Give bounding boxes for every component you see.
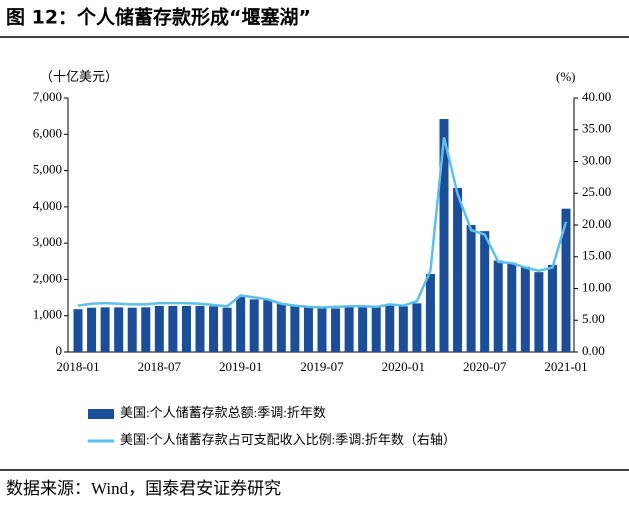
- y2-tick-label: 35.00: [582, 121, 611, 136]
- bar: [73, 309, 83, 352]
- y2-tick-label: 15.00: [582, 248, 611, 263]
- bar: [371, 307, 381, 352]
- legend-swatch: [88, 409, 114, 419]
- y-tick-label: 0: [56, 343, 63, 358]
- bar: [358, 307, 368, 352]
- y2-unit: (%): [556, 69, 576, 84]
- bar: [331, 308, 341, 352]
- y2-tick-label: 5.00: [582, 311, 605, 326]
- y-tick-label: 7,000: [33, 89, 62, 104]
- y2-tick-label: 0.00: [582, 343, 605, 358]
- bar: [195, 305, 205, 352]
- bar: [168, 305, 178, 352]
- bar: [181, 305, 191, 352]
- y-tick-label: 6,000: [33, 125, 62, 140]
- bar: [439, 119, 449, 352]
- bar: [141, 307, 151, 352]
- bar: [453, 187, 463, 352]
- y2-tick-label: 30.00: [582, 152, 611, 167]
- bar: [290, 305, 300, 352]
- bar: [114, 307, 124, 352]
- bar: [398, 306, 408, 352]
- y2-tick-label: 10.00: [582, 279, 611, 294]
- chart-title: 图 12：个人储蓄存款形成“堰塞湖”: [6, 6, 311, 29]
- line: [77, 137, 568, 309]
- bar: [100, 307, 110, 352]
- x-tick-label: 2020-07: [463, 359, 507, 374]
- bar: [344, 307, 354, 352]
- bar: [561, 208, 571, 352]
- y-unit: （十亿美元）: [40, 69, 118, 84]
- y-tick-label: 2,000: [33, 270, 62, 285]
- legend-label: 美国:个人储蓄存款总额:季调:折年数: [120, 405, 326, 420]
- bar: [493, 260, 503, 352]
- y-tick-label: 4,000: [33, 198, 62, 213]
- bar: [127, 307, 137, 352]
- bar: [412, 303, 422, 352]
- bar: [209, 306, 219, 352]
- source: 数据来源：Wind，国泰君安证券研究: [6, 479, 281, 498]
- legend-label: 美国:个人储蓄存款占可支配收入比例:季调:折年数（右轴）: [120, 432, 456, 447]
- y2-tick-label: 40.00: [582, 89, 611, 104]
- bar: [317, 307, 327, 352]
- bar: [236, 296, 246, 352]
- x-tick-label: 2019-07: [300, 359, 344, 374]
- x-tick-label: 2021-01: [544, 359, 587, 374]
- bar: [276, 303, 286, 352]
- bar: [385, 305, 395, 352]
- bar: [249, 299, 259, 352]
- y-tick-label: 1,000: [33, 307, 62, 322]
- bar: [222, 307, 232, 352]
- x-tick-label: 2019-01: [219, 359, 262, 374]
- bar: [303, 306, 313, 352]
- bar: [520, 266, 530, 352]
- bar: [466, 225, 476, 352]
- bar: [263, 300, 273, 352]
- y-tick-label: 5,000: [33, 162, 62, 177]
- y2-tick-label: 20.00: [582, 216, 611, 231]
- bar: [87, 307, 97, 352]
- bar: [154, 305, 164, 352]
- x-tick-label: 2018-01: [56, 359, 99, 374]
- bar: [480, 231, 490, 352]
- bar: [547, 264, 557, 352]
- x-tick-label: 2020-01: [382, 359, 425, 374]
- x-tick-label: 2018-07: [138, 359, 182, 374]
- y2-tick-label: 25.00: [582, 184, 611, 199]
- bar: [507, 262, 517, 352]
- bar: [425, 273, 435, 352]
- bar: [534, 272, 544, 352]
- y-tick-label: 3,000: [33, 234, 62, 249]
